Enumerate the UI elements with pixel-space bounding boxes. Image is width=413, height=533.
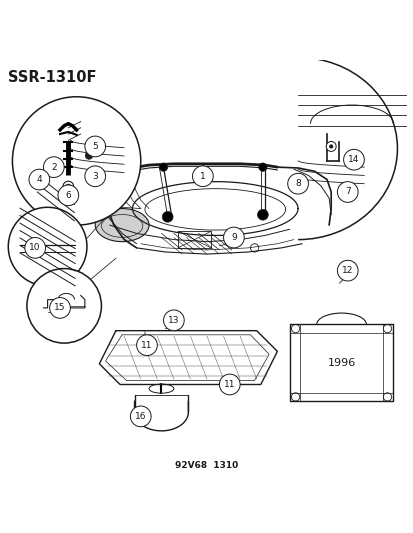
- Circle shape: [192, 166, 213, 187]
- Circle shape: [287, 173, 308, 194]
- Circle shape: [12, 97, 140, 225]
- Circle shape: [337, 260, 357, 281]
- Text: 6: 6: [65, 191, 71, 200]
- Text: 13: 13: [168, 316, 179, 325]
- Text: 15: 15: [54, 303, 66, 312]
- Text: 7: 7: [344, 188, 350, 197]
- Circle shape: [25, 238, 45, 258]
- Text: 14: 14: [347, 155, 359, 164]
- Circle shape: [162, 212, 173, 222]
- Text: 1: 1: [199, 172, 205, 181]
- Circle shape: [85, 136, 105, 157]
- Circle shape: [85, 152, 93, 159]
- Text: 92V68  1310: 92V68 1310: [175, 461, 238, 470]
- Circle shape: [58, 185, 78, 206]
- Text: 5: 5: [92, 142, 98, 151]
- Circle shape: [219, 374, 240, 395]
- Text: 8: 8: [294, 179, 300, 188]
- Text: 9: 9: [230, 233, 236, 242]
- Circle shape: [43, 157, 64, 177]
- Text: 1996: 1996: [327, 358, 355, 368]
- Circle shape: [50, 297, 70, 318]
- Circle shape: [66, 184, 71, 189]
- Text: 2: 2: [51, 163, 57, 172]
- Circle shape: [325, 141, 335, 151]
- Text: 10: 10: [29, 244, 41, 252]
- Circle shape: [8, 207, 87, 286]
- Circle shape: [163, 310, 184, 330]
- Circle shape: [257, 209, 268, 220]
- Circle shape: [27, 269, 101, 343]
- Circle shape: [328, 144, 332, 149]
- Circle shape: [85, 166, 105, 187]
- Circle shape: [63, 181, 74, 192]
- Circle shape: [235, 238, 240, 241]
- Text: 12: 12: [341, 266, 353, 275]
- Circle shape: [130, 406, 151, 427]
- Circle shape: [258, 163, 266, 171]
- Circle shape: [223, 227, 244, 248]
- Ellipse shape: [95, 208, 149, 241]
- Text: 11: 11: [141, 341, 152, 350]
- Circle shape: [136, 335, 157, 356]
- Text: 16: 16: [135, 412, 146, 421]
- Text: 11: 11: [223, 380, 235, 389]
- Text: SSR-1310F: SSR-1310F: [8, 70, 97, 85]
- Circle shape: [159, 163, 167, 171]
- Text: 3: 3: [92, 172, 98, 181]
- Circle shape: [343, 149, 363, 170]
- Circle shape: [337, 182, 357, 203]
- Circle shape: [29, 169, 50, 190]
- Text: 4: 4: [36, 175, 42, 184]
